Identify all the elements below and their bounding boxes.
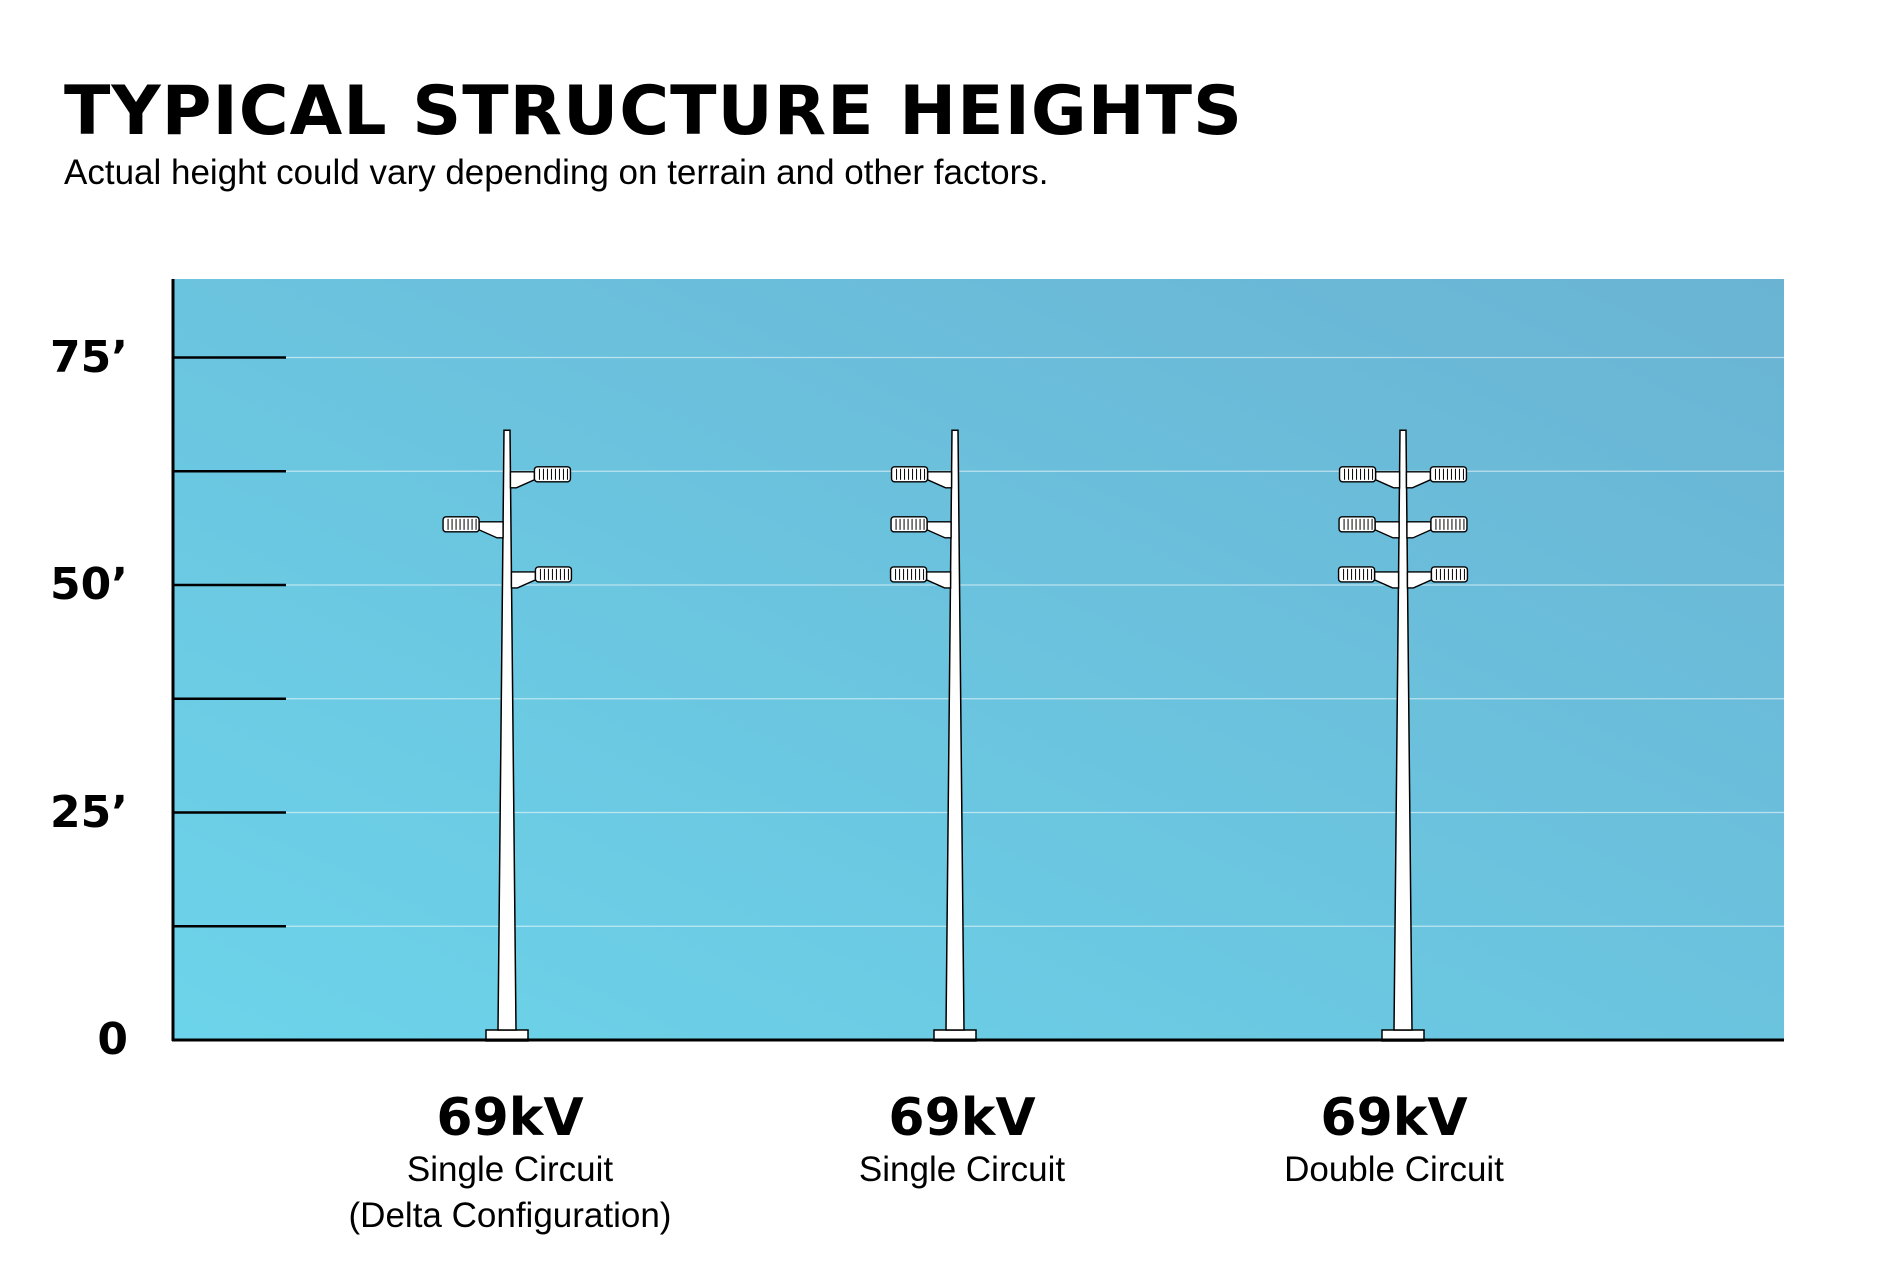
structure-description-line: Single Circuit	[406, 1150, 614, 1189]
structure-voltage-label: 69kV	[1320, 1088, 1468, 1148]
insulator-arm	[889, 566, 952, 589]
insulator-arm	[1337, 566, 1400, 589]
y-tick-label: 75’	[50, 331, 128, 383]
structure-description-line: (Delta Configuration)	[348, 1196, 672, 1235]
insulator-arm	[442, 516, 504, 539]
y-tick-label: 50’	[50, 559, 128, 610]
pole-shaft	[497, 429, 517, 1031]
structure-description-line: Single Circuit	[858, 1150, 1066, 1189]
insulator-arm	[1406, 566, 1469, 589]
poles	[442, 429, 1469, 1042]
structure-voltage-label: 69kV	[888, 1088, 1036, 1148]
y-tick-label: 0	[97, 1014, 128, 1065]
insulator-arm	[509, 466, 572, 489]
structure-description: Single Circuit	[722, 1147, 1202, 1193]
structure-description: Single Circuit (Delta Configuration)	[270, 1147, 750, 1239]
insulator-arm	[890, 516, 952, 539]
insulator-arm	[1338, 466, 1401, 489]
gridlines	[174, 356, 1784, 927]
insulator-arm	[890, 466, 953, 489]
insulator-arm	[1338, 516, 1400, 539]
transmission-pole	[1337, 429, 1469, 1042]
y-axis-ticks	[174, 356, 286, 928]
chart-background	[172, 279, 1784, 1040]
structure-voltage-label: 69kV	[436, 1088, 584, 1148]
insulator-arm	[510, 566, 573, 589]
insulator-arm	[1406, 516, 1468, 539]
transmission-pole	[442, 429, 573, 1042]
page-subtitle: Actual height could vary depending on te…	[64, 153, 1049, 192]
structure-description-line: Double Circuit	[1284, 1150, 1504, 1189]
transmission-pole	[889, 429, 977, 1042]
insulator-arm	[1405, 466, 1468, 489]
structure-description: Double Circuit	[1154, 1147, 1634, 1193]
page-title: TYPICAL STRUCTURE HEIGHTS	[64, 72, 1243, 151]
y-tick-label: 25’	[50, 786, 128, 838]
